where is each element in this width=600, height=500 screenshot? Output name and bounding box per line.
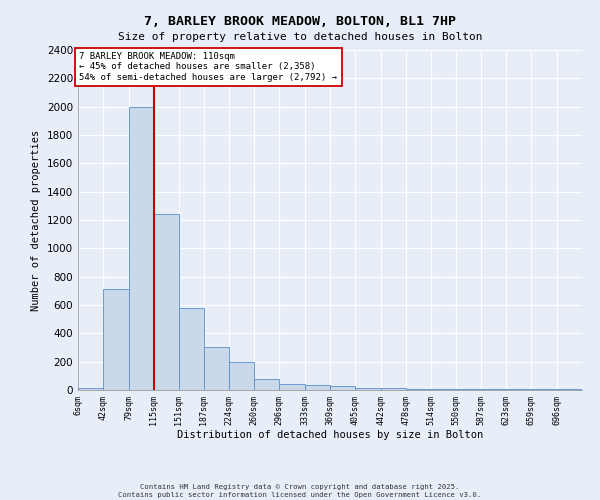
Text: Contains HM Land Registry data © Crown copyright and database right 2025.
Contai: Contains HM Land Registry data © Crown c… — [118, 484, 482, 498]
Bar — [78, 388, 103, 390]
Text: Size of property relative to detached houses in Bolton: Size of property relative to detached ho… — [118, 32, 482, 42]
Bar — [154, 214, 179, 390]
Bar — [406, 388, 431, 390]
Bar — [380, 388, 406, 390]
Bar — [330, 386, 355, 390]
Bar — [203, 347, 229, 390]
Bar — [229, 362, 254, 390]
Bar — [280, 384, 305, 390]
Bar — [179, 308, 203, 390]
Bar — [103, 290, 128, 390]
Bar — [305, 385, 330, 390]
Y-axis label: Number of detached properties: Number of detached properties — [31, 130, 41, 310]
Bar — [254, 378, 280, 390]
Text: 7 BARLEY BROOK MEADOW: 110sqm
← 45% of detached houses are smaller (2,358)
54% o: 7 BARLEY BROOK MEADOW: 110sqm ← 45% of d… — [79, 52, 337, 82]
Bar — [355, 388, 380, 390]
X-axis label: Distribution of detached houses by size in Bolton: Distribution of detached houses by size … — [177, 430, 483, 440]
Bar — [128, 106, 154, 390]
Text: 7, BARLEY BROOK MEADOW, BOLTON, BL1 7HP: 7, BARLEY BROOK MEADOW, BOLTON, BL1 7HP — [144, 15, 456, 28]
